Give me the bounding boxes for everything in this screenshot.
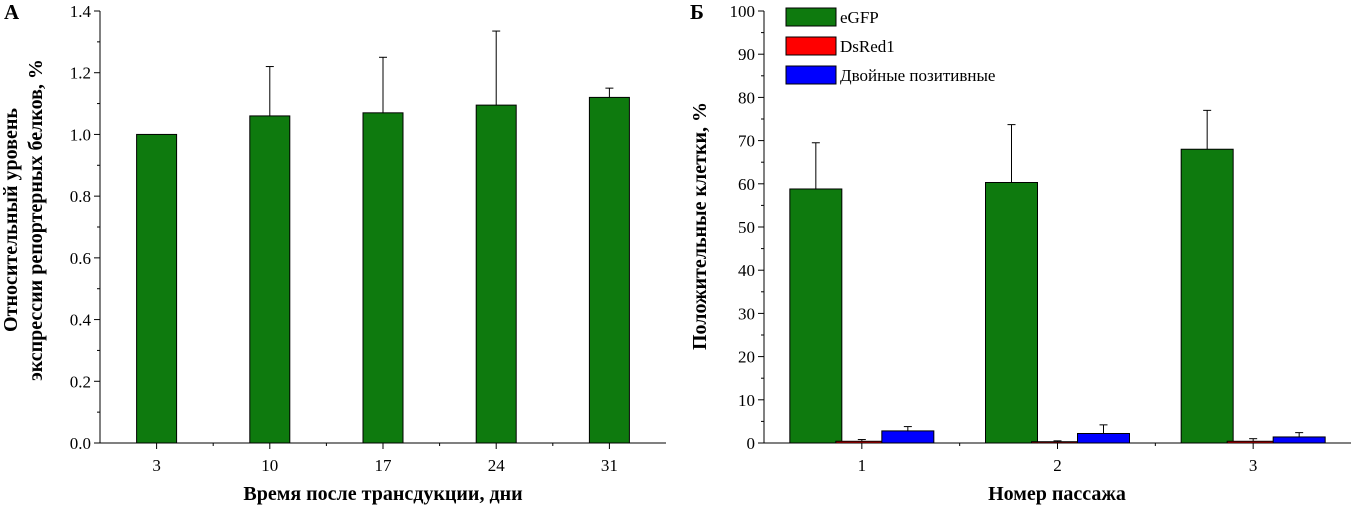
panel-a-plot-area: 0.0 0.2 0.4 0.6 0.8 1.0 1.2 1.4 3 10 17 24 31 <box>70 2 666 475</box>
bar <box>249 115 291 444</box>
panel-b-plot-area: 0 10 20 30 40 50 60 70 80 90 100 1 2 3 <box>730 2 1351 475</box>
x-tick-label: 3 <box>152 456 161 475</box>
panel-b-xlabel: Номер пассажа <box>988 483 1126 505</box>
x-tick-label: 3 <box>1249 456 1258 475</box>
bar <box>1077 432 1130 444</box>
panel-a-label: А <box>4 0 20 24</box>
panel-b-label: Б <box>690 0 704 24</box>
legend-label: Двойные позитивные <box>840 66 995 85</box>
bar <box>1031 441 1084 444</box>
y-tick-label: 0.0 <box>70 434 91 453</box>
y-tick-label: 80 <box>738 88 755 107</box>
y-tick-label: 70 <box>738 132 755 151</box>
y-tick-label: 20 <box>738 348 755 367</box>
y-tick-label: 0 <box>747 434 756 453</box>
bar <box>1272 436 1326 444</box>
y-tick-label: 1.0 <box>70 125 91 144</box>
panel-b-ylabel: Положительные клетки, % <box>689 102 711 350</box>
y-tick-label: 30 <box>738 304 755 323</box>
legend-label: DsRed1 <box>840 37 895 56</box>
y-tick-label: 40 <box>738 261 755 280</box>
y-tick-label: 60 <box>738 175 755 194</box>
y-tick-label: 10 <box>738 391 755 410</box>
bar <box>136 133 178 444</box>
panel-a-ylabel-line-1: Относительный уровень <box>0 108 22 332</box>
y-tick-label: 90 <box>738 45 755 64</box>
bar <box>475 104 517 444</box>
bar <box>1180 148 1234 444</box>
y-tick-label: 50 <box>738 218 755 237</box>
x-tick-label: 10 <box>261 456 278 475</box>
bar <box>362 112 404 444</box>
x-tick-label: 17 <box>375 456 393 475</box>
y-tick-label: 0.6 <box>70 249 91 268</box>
legend-swatch <box>785 65 837 85</box>
x-tick-label: 31 <box>601 456 618 475</box>
y-tick-label: 1.2 <box>70 64 91 83</box>
bar <box>985 182 1038 444</box>
y-tick-label: 100 <box>730 2 756 21</box>
legend-swatch <box>785 7 837 27</box>
bar <box>789 188 843 444</box>
legend-label: eGFP <box>840 8 879 27</box>
bar <box>881 430 935 444</box>
bar <box>588 96 630 444</box>
y-tick-label: 1.4 <box>70 2 92 21</box>
panel-a: А Относительный уровень экспрессии репор… <box>0 0 666 505</box>
x-tick-label: 2 <box>1053 456 1062 475</box>
x-tick-label: 1 <box>858 456 867 475</box>
y-tick-label: 0.8 <box>70 187 91 206</box>
y-tick-label: 0.2 <box>70 372 91 391</box>
panel-b: Б Положительные клетки, % Номер пассажа … <box>689 0 1351 505</box>
legend-swatch <box>785 36 837 56</box>
x-tick-label: 24 <box>488 456 506 475</box>
panel-a-ylabel-line-2: экспрессии репортерных белков, % <box>25 59 47 381</box>
legend: eGFP DsRed1 Двойные позитивные <box>785 7 995 85</box>
bar <box>835 440 889 444</box>
panel-a-xlabel: Время после трансдукции, дни <box>243 483 522 505</box>
bar <box>1226 440 1280 444</box>
y-tick-label: 0.4 <box>70 311 92 330</box>
